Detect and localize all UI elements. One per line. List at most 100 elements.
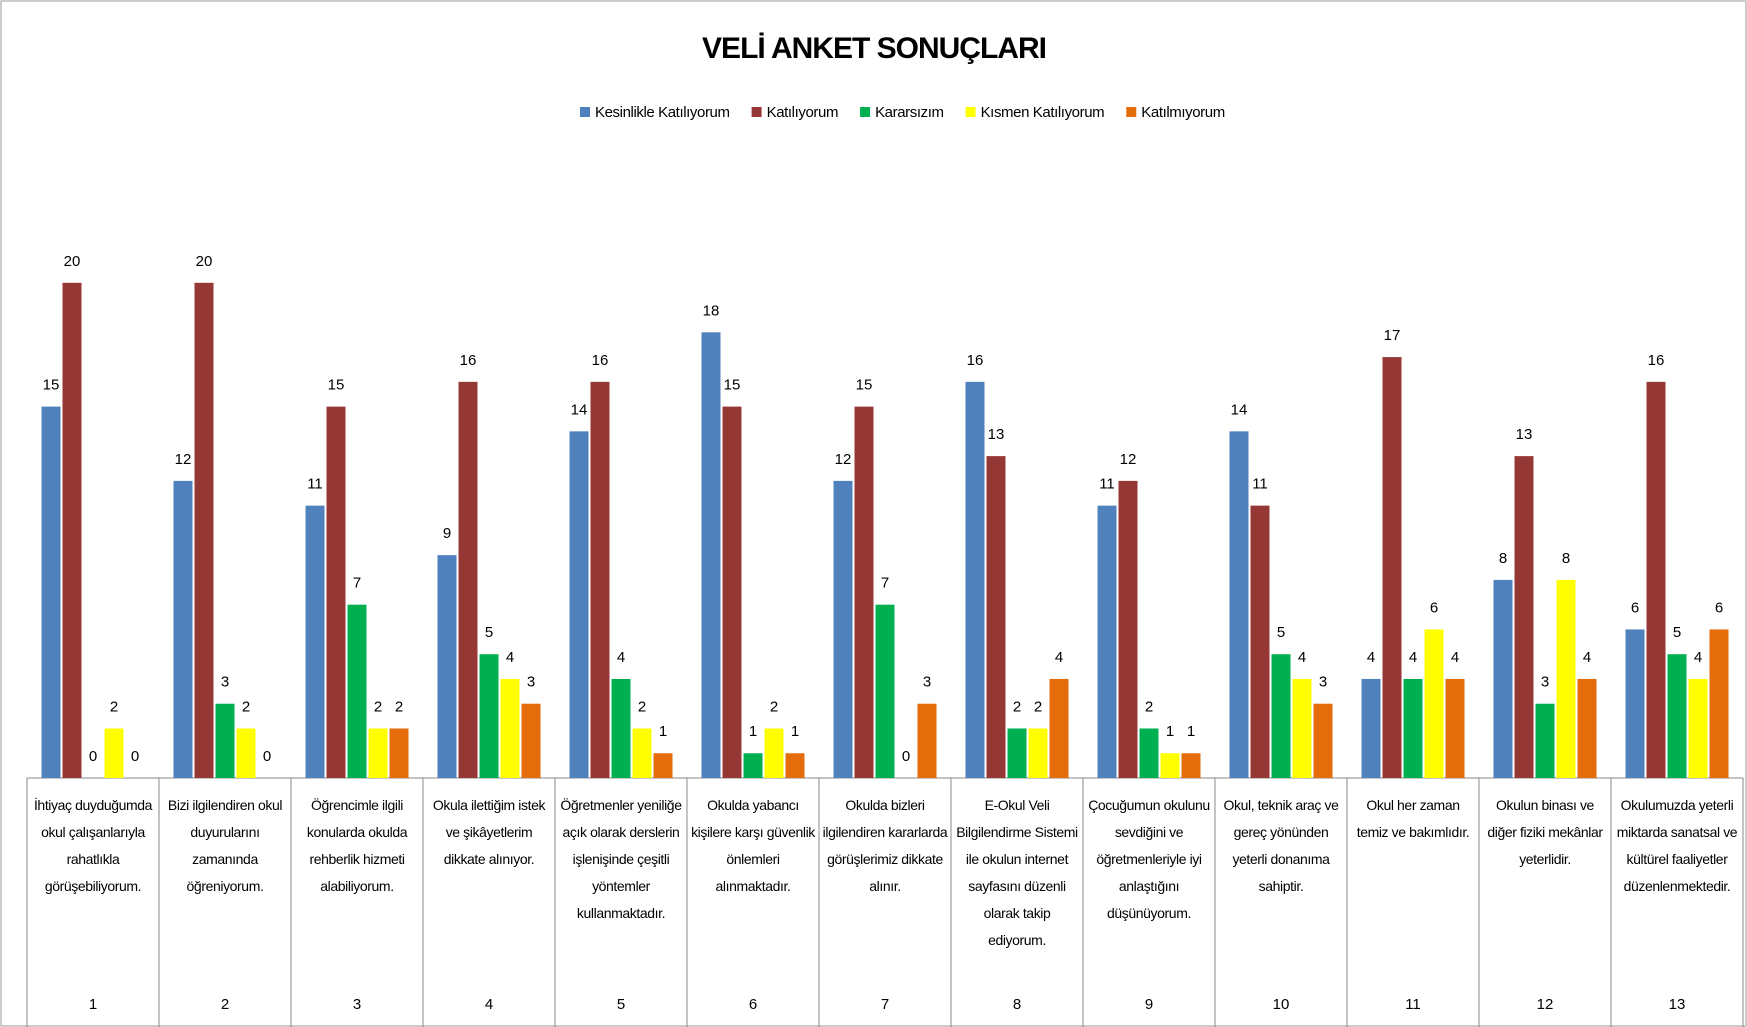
bar (590, 381, 610, 778)
bar (500, 678, 520, 778)
bar (1667, 654, 1687, 778)
bar (305, 505, 325, 778)
legend-swatch (580, 107, 590, 117)
data-label: 15 (43, 377, 60, 394)
bar (173, 480, 193, 778)
category-description: Okulumuzda yeterli miktarda sanatsal ve … (1616, 797, 1738, 894)
bar (1709, 629, 1729, 778)
data-label: 12 (175, 451, 192, 468)
bar (1313, 703, 1333, 778)
data-label: 13 (1516, 426, 1533, 443)
category-description: Okulda bizleri ilgilendiren kararlarda g… (822, 797, 948, 894)
bar (854, 406, 874, 778)
x-tick-label: 6 (749, 996, 757, 1013)
x-tick-label: 8 (1013, 996, 1021, 1013)
data-label: 5 (1277, 624, 1285, 641)
x-tick-label: 13 (1669, 996, 1686, 1013)
bar (1160, 753, 1180, 778)
data-label: 15 (328, 377, 345, 394)
data-label: 3 (1541, 674, 1549, 691)
data-label: 20 (196, 253, 213, 270)
data-label: 12 (835, 451, 852, 468)
category-description: Bizi ilgilendiren okul duyurularını zama… (167, 797, 283, 894)
data-label: 5 (485, 624, 493, 641)
bar (368, 728, 388, 778)
data-label: 17 (1384, 327, 1401, 344)
data-label: 4 (617, 649, 625, 666)
bar (1361, 678, 1381, 778)
bar (1688, 678, 1708, 778)
bar (1382, 357, 1402, 778)
data-label: 15 (724, 377, 741, 394)
legend-label: Kısmen Katılıyorum (981, 104, 1105, 121)
category-description: Öğretmenler yeniliğe açık olarak dersler… (560, 797, 682, 921)
data-label: 3 (1319, 674, 1327, 691)
bar (722, 406, 742, 778)
data-label: 12 (1120, 451, 1137, 468)
bar (1028, 728, 1048, 778)
bar (194, 282, 214, 778)
bar (1139, 728, 1159, 778)
bar (1097, 505, 1117, 778)
bar (785, 753, 805, 778)
data-label: 16 (592, 352, 609, 369)
category-description: Okula ilettiğim istek ve şikâyetlerim di… (432, 797, 546, 867)
chart-title: VELİ ANKET SONUÇLARI (702, 32, 1046, 65)
bar (236, 728, 256, 778)
bar (1007, 728, 1027, 778)
category-description: İhtiyaç duyduğumda okul çalışanlarıyla r… (33, 797, 153, 894)
category-description: Okulda yabancı kişilere karşı güvenlik ö… (691, 797, 815, 894)
data-label: 11 (1252, 476, 1268, 493)
bar (1403, 678, 1423, 778)
legend-label: Kararsızım (875, 104, 944, 121)
category-description: Çocuğumun okulunu sevdiğini ve öğretmenl… (1088, 797, 1210, 921)
bar (743, 753, 763, 778)
data-label: 6 (1430, 599, 1438, 616)
data-label: 1 (1187, 723, 1195, 740)
data-label: 2 (242, 698, 250, 715)
data-label: 4 (1451, 649, 1459, 666)
legend-swatch (751, 107, 762, 117)
data-label: 5 (1673, 624, 1681, 641)
bar (1535, 703, 1555, 778)
x-tick-label: 7 (881, 996, 889, 1013)
bar (1229, 431, 1249, 778)
data-label: 0 (263, 748, 271, 765)
bar (521, 703, 541, 778)
bar (1625, 629, 1645, 778)
x-tick-label: 12 (1537, 996, 1554, 1013)
data-label: 3 (923, 674, 931, 691)
bar (1577, 678, 1597, 778)
data-label: 11 (1099, 476, 1115, 493)
data-label: 4 (506, 649, 514, 666)
bar (479, 654, 499, 778)
data-label: 2 (395, 698, 403, 715)
data-label: 6 (1631, 599, 1639, 616)
data-label: 16 (460, 352, 477, 369)
bar (1493, 579, 1513, 778)
data-label: 1 (791, 723, 799, 740)
data-label: 3 (221, 674, 229, 691)
x-tick-label: 2 (221, 996, 229, 1013)
bar (1049, 678, 1069, 778)
data-label: 14 (1231, 401, 1248, 418)
bar (1118, 480, 1138, 778)
x-tick-label: 4 (485, 996, 493, 1013)
data-label: 2 (1034, 698, 1042, 715)
category-description: Öğrencimle ilgili konularda okulda rehbe… (306, 797, 408, 894)
data-label: 4 (1583, 649, 1591, 666)
data-label: 2 (1013, 698, 1021, 715)
bar (347, 604, 367, 778)
bar (1445, 678, 1465, 778)
bar (632, 728, 652, 778)
bar (437, 555, 457, 778)
data-label: 13 (988, 426, 1005, 443)
bar (833, 480, 853, 778)
bar (986, 456, 1006, 778)
data-label: 7 (353, 575, 361, 592)
bar (701, 332, 721, 778)
category-description: Okul her zaman temiz ve bakımlıdır. (1356, 797, 1470, 840)
data-label: 9 (443, 525, 451, 542)
